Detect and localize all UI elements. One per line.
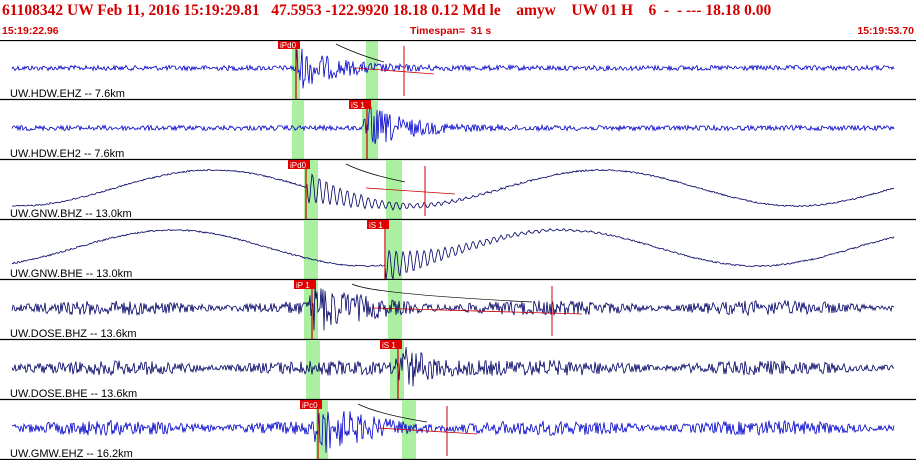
pick-label-box[interactable] (380, 340, 402, 349)
pick-label[interactable]: iS 1 (351, 101, 365, 110)
event-summary-line: 61108342 UW Feb 11, 2016 15:19:29.81 47.… (2, 2, 772, 19)
pick-label[interactable]: iP 1 (296, 281, 310, 290)
seismogram-panel[interactable]: iPd0 UW.HDW.EHZ -- 7.6km iS 1 UW.HDW.EH2 --… (0, 40, 916, 460)
waveform-trace[interactable] (11, 285, 895, 331)
waveform-trace[interactable] (11, 168, 895, 211)
pick-label[interactable]: iS 1 (382, 341, 396, 350)
pick-label[interactable]: iPc0 (302, 401, 318, 410)
coda-fit-line (365, 187, 456, 195)
waveform-trace[interactable] (11, 347, 895, 387)
coda-envelope-curve (335, 43, 385, 63)
station-label: UW.HDW.EHZ -- 7.6km (10, 88, 125, 100)
coda-envelope-curve (357, 403, 428, 423)
coda-fit-line (371, 307, 583, 315)
waveform-trace[interactable] (11, 48, 895, 89)
event-header: 61108342 UW Feb 11, 2016 15:19:29.81 47.… (0, 0, 916, 40)
coda-envelope-curve (351, 283, 533, 303)
coda-envelope-curve (345, 163, 406, 183)
s-window-highlight (366, 40, 378, 100)
s-window-highlight (390, 340, 404, 400)
s-window-highlight (388, 280, 402, 340)
pick-label-box[interactable] (367, 220, 389, 229)
waveform-trace[interactable] (12, 411, 895, 453)
pick-label-box[interactable] (288, 160, 310, 169)
station-label: UW.DOSE.BHE -- 13.6km (10, 388, 137, 400)
station-label: UW.GNW.BHE -- 13.0km (10, 268, 132, 280)
waveform-trace[interactable] (11, 227, 895, 281)
p-window-highlight (304, 220, 318, 280)
waveform-trace[interactable] (11, 105, 895, 145)
pick-label-box[interactable] (300, 400, 322, 409)
pick-label-box[interactable] (294, 280, 316, 289)
station-label: UW.HDW.EH2 -- 7.6km (10, 148, 124, 160)
p-window-highlight (292, 100, 304, 160)
coda-fit-line (377, 427, 478, 435)
timespan-label: Timespan= 31 s (410, 25, 492, 37)
s-window-highlight (362, 100, 378, 160)
pick-label[interactable]: iPd0 (290, 161, 307, 170)
pick-label-box[interactable] (349, 100, 371, 109)
pick-label[interactable]: iS 1 (369, 221, 383, 230)
p-window-highlight (304, 160, 318, 220)
station-label: UW.GMW.EHZ -- 16.2km (10, 448, 133, 460)
start-time: 15:19:22.96 (2, 25, 59, 37)
station-label: UW.GNW.BHZ -- 13.0km (10, 208, 132, 220)
end-time: 15:19:53.70 (857, 25, 914, 37)
pick-label-box[interactable] (278, 40, 300, 49)
coda-fit-line (355, 67, 435, 75)
station-label: UW.DOSE.BHZ -- 13.6km (10, 328, 137, 340)
pick-label[interactable]: iPd0 (280, 41, 297, 50)
